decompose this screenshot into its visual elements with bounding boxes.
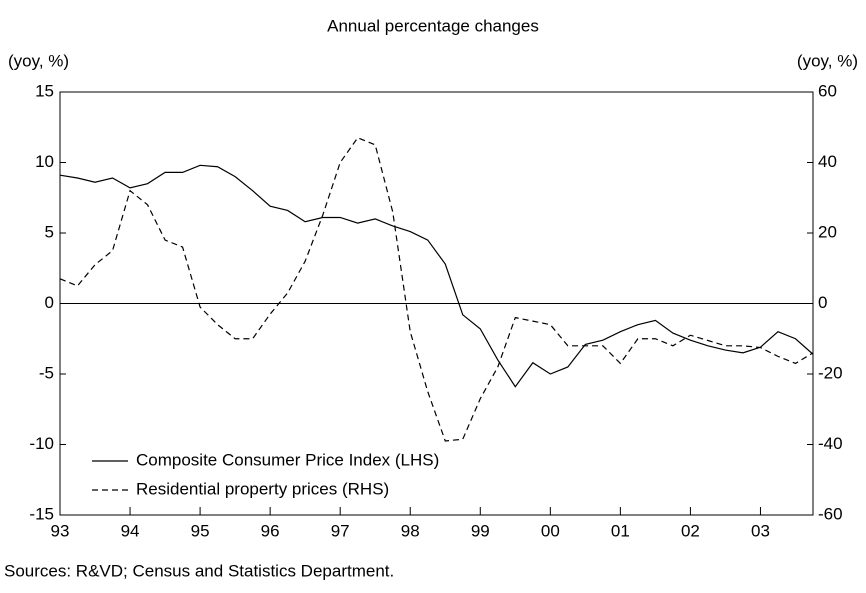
y-tick-label: 5 xyxy=(45,222,54,241)
x-tick-label: 95 xyxy=(191,521,210,540)
x-tick-label: 93 xyxy=(51,521,70,540)
x-tick-label: 02 xyxy=(681,521,700,540)
y2-tick-label: -40 xyxy=(818,434,843,453)
x-tick-label: 03 xyxy=(751,521,770,540)
y2-tick-label: -20 xyxy=(818,363,843,382)
y-tick-label: 0 xyxy=(45,293,54,312)
y2-tick-label: 0 xyxy=(818,293,827,312)
y-tick-label: 15 xyxy=(35,81,54,100)
x-tick-label: 00 xyxy=(541,521,560,540)
x-tick-label: 98 xyxy=(401,521,420,540)
x-tick-label: 99 xyxy=(471,521,490,540)
chart-title: Annual percentage changes xyxy=(327,16,539,35)
y-tick-label: -5 xyxy=(39,363,54,382)
y-tick-label: -10 xyxy=(29,434,54,453)
y-axis-label: (yoy, %) xyxy=(8,51,69,70)
source-note: Sources: R&VD; Census and Statistics Dep… xyxy=(4,561,394,580)
y2-tick-label: 40 xyxy=(818,152,837,171)
x-tick-label: 97 xyxy=(331,521,350,540)
data-line xyxy=(59,137,814,442)
x-tick-label: 96 xyxy=(261,521,280,540)
y2-axis-label: (yoy, %) xyxy=(797,51,858,70)
x-tick-label: 01 xyxy=(611,521,630,540)
y2-tick-label: 20 xyxy=(818,222,837,241)
data-line xyxy=(59,164,814,388)
y-tick-label: -15 xyxy=(29,504,54,523)
legend-label: Residential property prices (RHS) xyxy=(136,479,389,498)
y-tick-label: 10 xyxy=(35,152,54,171)
y2-tick-label: 60 xyxy=(818,81,837,100)
y2-tick-label: -60 xyxy=(818,504,843,523)
legend-label: Composite Consumer Price Index (LHS) xyxy=(136,450,439,469)
x-tick-label: 94 xyxy=(121,521,140,540)
